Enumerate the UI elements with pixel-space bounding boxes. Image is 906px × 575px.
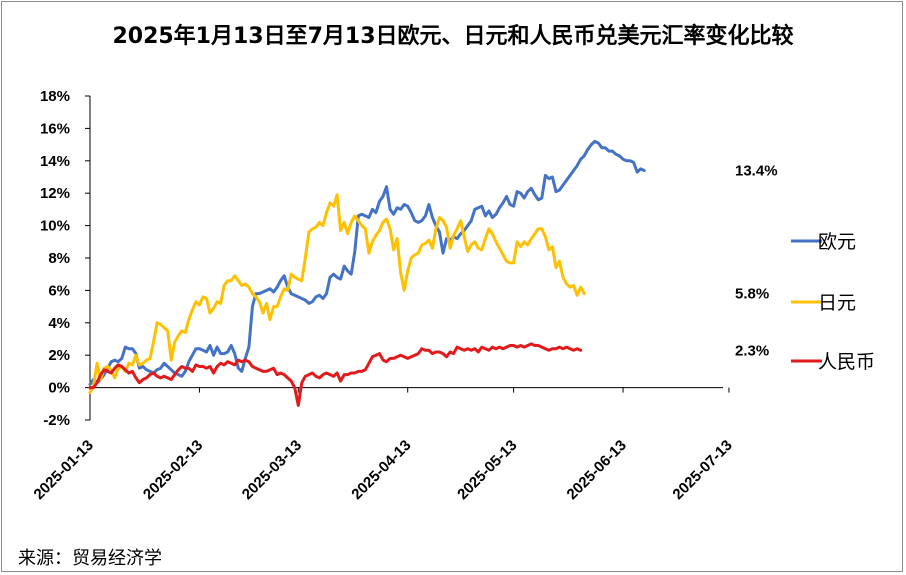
y-tick-label: 0% [48,380,70,397]
series-line-1 [88,193,586,394]
series-end-label: 2.3% [735,342,769,359]
y-tick-label: 10% [40,218,70,235]
chart-series-group [88,139,646,407]
source-note: 来源：贸易经济学 [18,548,162,569]
legend-label: 欧元 [818,231,856,253]
x-tick-label: 2025-05-13 [454,437,520,503]
series-end-label: 5.8% [735,286,769,303]
y-tick-label: 8% [48,250,70,267]
x-tick-label: 2025-06-13 [564,437,630,503]
legend-label: 日元 [818,292,856,314]
y-tick-label: -2% [43,412,70,429]
x-tick-label: 2025-01-13 [31,437,97,503]
legend-label: 人民币 [818,351,875,373]
series-line-2 [88,342,583,407]
chart-axes: 18% 16% 14% 12% 10% 8% 6% 4% 2% 0% -2% 2025-01-13 20… [31,88,736,503]
y-tick-label: 16% [40,120,70,137]
series-line-0 [88,139,646,386]
x-tick-label: 2025-07-13 [669,437,735,503]
y-tick-label: 2% [48,347,70,364]
x-tick-label: 2025-04-13 [348,437,414,503]
y-tick-label: 18% [40,88,70,105]
chart-end-labels: 13.4% 5.8% 2.3% [735,163,778,360]
series-end-label: 13.4% [735,163,778,180]
x-tick-label: 2025-02-13 [140,437,206,503]
x-tick-label: 2025-03-13 [239,437,305,503]
y-tick-label: 6% [48,282,70,299]
y-tick-label: 4% [48,315,70,332]
y-tick-label: 12% [40,185,70,202]
y-tick-label: 14% [40,153,70,170]
chart-title: 2025年1月13日至7月13日欧元、日元和人民币兑美元汇率变化比较 [112,24,794,49]
